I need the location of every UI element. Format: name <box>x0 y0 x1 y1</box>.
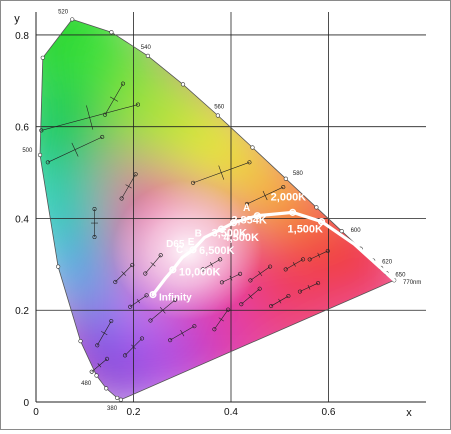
planck-point-2-854k <box>253 212 261 220</box>
y-tick-label: 0 <box>23 398 29 409</box>
x-tick-label: 0.4 <box>224 407 238 418</box>
macadam-ellipse <box>248 264 273 283</box>
macadam-ellipse <box>307 248 330 262</box>
white-point-glow <box>112 180 263 321</box>
temperature-label-6-500k: 6,500K <box>199 245 235 257</box>
illuminant-label-d65: D65 <box>166 239 185 250</box>
wavelength-label-600: 600 <box>351 228 362 234</box>
temperature-label-2-000k: 2,000K <box>271 191 307 203</box>
locus-point <box>78 339 83 344</box>
macadam-ellipse <box>219 271 243 285</box>
illuminant-label-e: E <box>188 237 195 248</box>
macadam-ellipse <box>119 172 138 201</box>
wavelength-label-380: 380 <box>107 406 118 412</box>
y-tick-label: 0.6 <box>15 123 29 134</box>
spectral-locus-markers: 380 480 500 520 540 560 580 600 620 650 770nm <box>22 9 421 411</box>
macadam-ellipse <box>89 356 110 374</box>
temperature-label-3-500k: 3,500K <box>212 228 248 240</box>
locus-point <box>339 228 344 234</box>
planck-point-1-500k <box>317 218 326 226</box>
temperature-label-10-000k: 10,000K <box>179 267 221 279</box>
planck-point-10-000k <box>169 266 177 274</box>
x-axis-label: x <box>406 407 412 419</box>
macadam-ellipse <box>45 134 105 165</box>
planck-point-2-000k <box>289 208 297 216</box>
locus-point <box>56 264 61 269</box>
macadam-ellipse <box>269 294 291 309</box>
wavelength-label-540: 540 <box>141 45 152 51</box>
locus-point <box>250 145 255 150</box>
macadam-ellipse <box>200 257 223 272</box>
wavelength-label-500: 500 <box>22 148 33 154</box>
grid-lines <box>36 12 426 402</box>
planck-point-4-500k <box>217 225 226 233</box>
locus-point <box>115 395 120 401</box>
locus-point <box>109 30 114 35</box>
macadam-ellipse <box>95 319 114 348</box>
planck-point-3-500k <box>229 219 238 227</box>
wavelength-label-520: 520 <box>58 9 69 15</box>
macadam-ellipse <box>168 324 197 343</box>
wavelength-label-650: 650 <box>395 272 406 278</box>
locus-point <box>283 176 288 181</box>
macadam-ellipses <box>39 81 330 374</box>
x-tick-label: 0.6 <box>322 407 336 418</box>
y-tick-label: 0.8 <box>15 31 29 42</box>
temperature-label-2-854k: 2,854K <box>231 215 267 227</box>
locus-point <box>40 55 45 60</box>
macadam-ellipse <box>128 293 149 309</box>
macadam-ellipse <box>123 336 144 358</box>
y-tick-label: 0.2 <box>15 306 29 317</box>
temperature-label-infinity: Infinity <box>159 293 192 304</box>
y-axis-label: y <box>14 13 20 25</box>
macadam-ellipse <box>113 263 135 285</box>
illuminant-label-c: C <box>176 245 183 256</box>
locus-point <box>145 53 151 59</box>
macadam-ellipse <box>297 281 321 294</box>
macadam-ellipse <box>239 286 262 307</box>
locus-point <box>37 152 43 158</box>
macadam-ellipse <box>212 307 231 332</box>
planck-point-6-500k <box>189 246 197 254</box>
locus-point <box>118 397 123 402</box>
y-tick-label: 0.4 <box>15 214 29 225</box>
locus-point <box>94 373 99 378</box>
macadam-ellipse <box>191 160 252 185</box>
planckian-locus <box>151 210 396 297</box>
temperature-label-1-500k: 1,500K <box>288 224 324 236</box>
macadam-ellipse <box>143 253 163 276</box>
axes: 0 0.2 0.4 0.6 0 0.2 0.4 0.6 0.8 x y <box>14 12 426 419</box>
locus-point <box>215 113 220 118</box>
wavelength-label-580: 580 <box>293 171 304 177</box>
wavelength-label-770nm: 770nm <box>403 280 421 286</box>
wavelength-label-560: 560 <box>214 105 225 111</box>
wavelength-label-480: 480 <box>81 381 92 387</box>
macadam-ellipse <box>244 185 286 206</box>
planck-point-infinity <box>149 290 157 299</box>
locus-point <box>70 17 75 22</box>
locus-point <box>314 205 319 210</box>
macadam-ellipse <box>148 297 178 323</box>
x-tick-label: 0 <box>33 407 39 418</box>
macadam-ellipse <box>283 257 306 272</box>
locus-point <box>104 386 109 391</box>
macadam-ellipse <box>91 207 98 240</box>
illuminant-label-a: A <box>243 203 250 214</box>
temperature-label-4-500k: 4,500K <box>223 232 259 244</box>
illuminant-label-b: B <box>195 229 202 240</box>
macadam-ellipse <box>39 102 140 133</box>
locus-point <box>180 82 186 87</box>
wavelength-label-620: 620 <box>382 259 393 265</box>
x-tick-label: 0.2 <box>127 407 141 418</box>
